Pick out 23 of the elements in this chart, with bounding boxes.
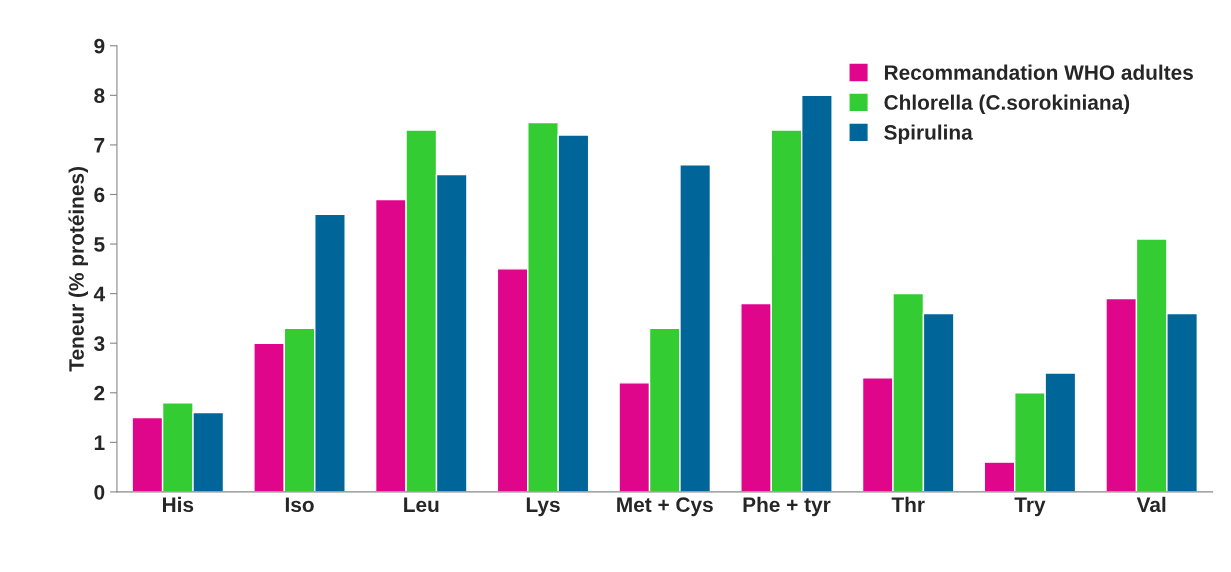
x-tick-label: Leu bbox=[404, 497, 439, 513]
x-tick-label: Phe + tyr bbox=[743, 496, 831, 517]
y-axis-title: Teneur (% protéines) bbox=[68, 167, 88, 372]
y-tick-label: 0 bbox=[94, 484, 105, 500]
y-tick-label: 4 bbox=[93, 286, 106, 302]
x-tick-label: His bbox=[163, 496, 194, 513]
x-tick-label: Met + Cys bbox=[617, 497, 713, 517]
x-tick-label: Thr bbox=[891, 496, 925, 512]
x-tick-label: Lys bbox=[526, 497, 560, 517]
x-tick-label: Val bbox=[1136, 496, 1166, 513]
y-tick-label: 8 bbox=[94, 88, 105, 104]
legend-label: Chlorella (C.sorokiniana) bbox=[884, 94, 1130, 114]
y-tick-label: 2 bbox=[94, 385, 105, 401]
y-tick-label: 9 bbox=[94, 38, 105, 54]
y-tick-label: 6 bbox=[94, 187, 105, 203]
legend-label: Recommandation WHO adultes bbox=[884, 64, 1193, 80]
y-tick-label: 3 bbox=[94, 336, 105, 351]
x-tick-label: Try bbox=[1014, 497, 1046, 517]
legend-label: Spirulina bbox=[884, 124, 973, 144]
y-tick-label: 5 bbox=[94, 237, 105, 252]
y-tick-label: 1 bbox=[94, 435, 105, 450]
x-tick-label: Iso bbox=[285, 497, 314, 513]
y-tick-label: 7 bbox=[94, 138, 105, 153]
